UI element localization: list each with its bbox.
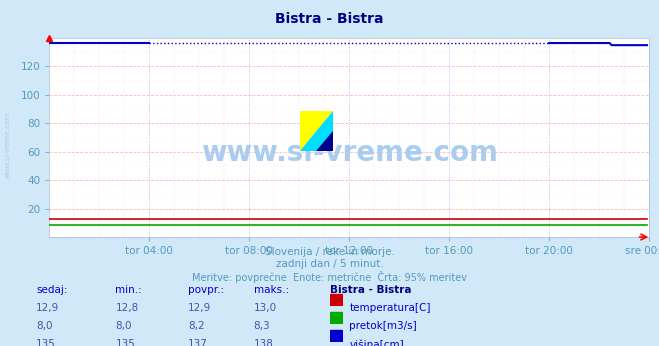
Text: sedaj:: sedaj: [36,285,68,295]
Text: www.si-vreme.com: www.si-vreme.com [5,112,11,179]
Text: Bistra - Bistra: Bistra - Bistra [330,285,411,295]
Text: 8,0: 8,0 [36,321,53,331]
Text: 8,3: 8,3 [254,321,270,331]
Text: 12,9: 12,9 [36,303,59,313]
Text: višina[cm]: višina[cm] [349,339,404,346]
Text: min.:: min.: [115,285,142,295]
Polygon shape [316,131,333,151]
Text: 135: 135 [115,339,135,346]
Text: 13,0: 13,0 [254,303,277,313]
Text: pretok[m3/s]: pretok[m3/s] [349,321,417,331]
Text: 135: 135 [36,339,56,346]
Text: maks.:: maks.: [254,285,289,295]
Text: 12,9: 12,9 [188,303,211,313]
Text: 12,8: 12,8 [115,303,138,313]
Text: www.si-vreme.com: www.si-vreme.com [201,139,498,167]
Text: 8,0: 8,0 [115,321,132,331]
Text: povpr.:: povpr.: [188,285,224,295]
Polygon shape [300,111,333,151]
Text: zadnji dan / 5 minut.: zadnji dan / 5 minut. [275,259,384,269]
Text: Meritve: povprečne  Enote: metrične  Črta: 95% meritev: Meritve: povprečne Enote: metrične Črta:… [192,271,467,283]
Text: 8,2: 8,2 [188,321,204,331]
Text: Slovenija / reke in morje.: Slovenija / reke in morje. [264,247,395,257]
Text: 138: 138 [254,339,273,346]
Text: 137: 137 [188,339,208,346]
Polygon shape [300,111,333,151]
Text: Bistra - Bistra: Bistra - Bistra [275,12,384,26]
Text: temperatura[C]: temperatura[C] [349,303,431,313]
